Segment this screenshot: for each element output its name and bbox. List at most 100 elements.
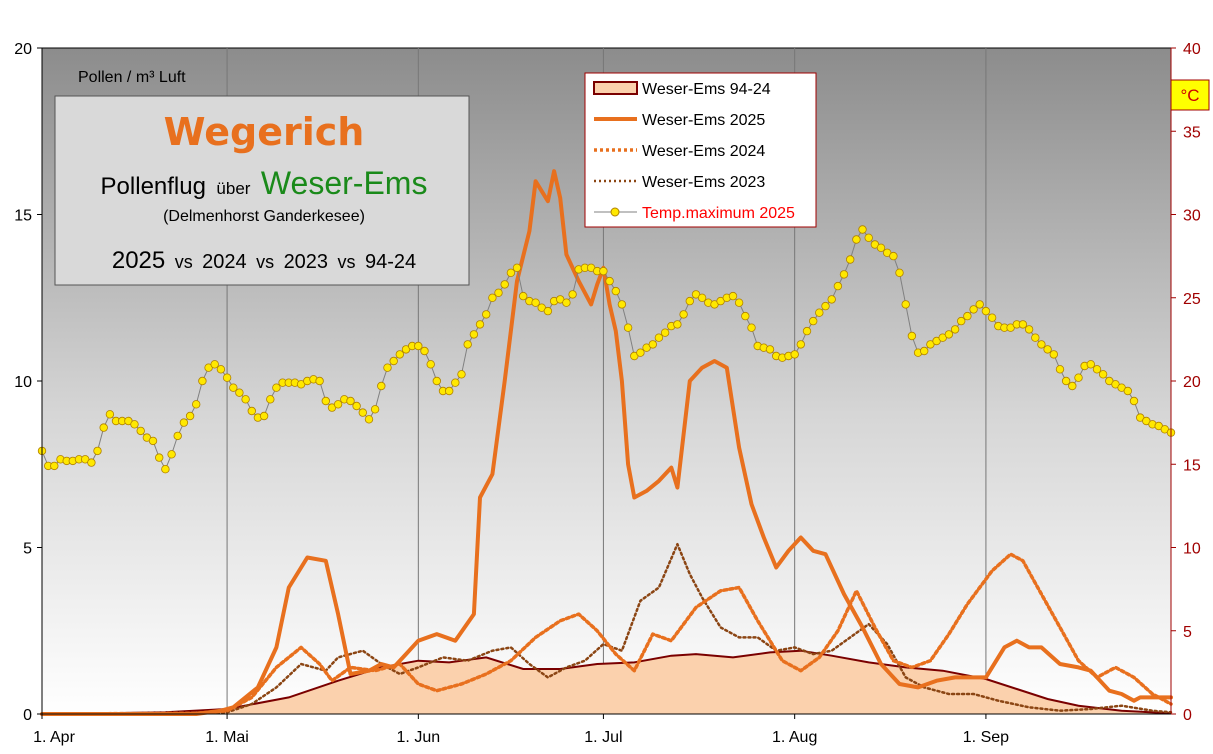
temp-point-148 [950, 325, 960, 334]
legend-item-2024: Weser-Ems 2024 [594, 143, 765, 160]
temp-point-68 [457, 370, 466, 379]
x-tick-label-2: 1. Jun [397, 729, 441, 746]
temp-point-57 [389, 356, 398, 366]
temp-point-164 [1049, 350, 1058, 359]
temp-point-38 [272, 383, 281, 392]
temp-point-141 [907, 331, 917, 341]
temp-point-127 [821, 301, 830, 311]
temp-point-162 [1037, 340, 1046, 349]
temp-point-78 [519, 291, 528, 301]
temp-point-53 [364, 415, 374, 424]
temp-point-15 [130, 420, 139, 429]
temp-point-93 [611, 286, 620, 296]
temp-point-46 [321, 396, 330, 406]
temp-point-130 [839, 270, 849, 279]
legend-label-avg: Weser-Ems 94-24 [642, 81, 771, 98]
celsius-label: °C [1180, 86, 1199, 105]
temp-point-66 [445, 386, 454, 396]
y2-tick-label-4: 20 [1183, 374, 1201, 391]
temp-point-140 [901, 300, 910, 309]
temp-point-112 [728, 291, 738, 301]
temp-point-139 [895, 268, 904, 277]
temp-point-123 [796, 340, 805, 349]
temp-point-28 [210, 360, 219, 369]
x-tick-label-3: 1. Jul [584, 729, 622, 746]
subtitle-pollenflug: Pollenflug [101, 173, 206, 200]
temp-point-23 [179, 418, 189, 427]
temp-point-56 [383, 363, 392, 372]
temp-point-11 [105, 410, 115, 419]
subtitle-region: Weser-Ems [261, 165, 428, 201]
series-avg-area [42, 650, 1171, 714]
subtitle-ueber: über [216, 179, 250, 198]
legend: Weser-Ems 94-24 Weser-Ems 2025 Weser-Ems… [584, 72, 817, 228]
series-2023-line [40, 542, 1173, 716]
temp-point-133 [858, 225, 867, 234]
temp-point-167 [1068, 381, 1077, 391]
temp-point-153 [981, 306, 991, 316]
cmp-vs-3: vs [338, 252, 356, 272]
legend-item-temp: Temp.maximum 2025 [594, 205, 795, 222]
temp-point-77 [512, 263, 522, 272]
temp-point-63 [426, 360, 435, 369]
temp-point-154 [987, 313, 997, 322]
temp-point-82 [543, 306, 553, 316]
temp-point-31 [229, 383, 238, 392]
temp-point-147 [944, 330, 954, 339]
temp-point-103 [673, 320, 682, 329]
temp-point-33 [241, 395, 250, 404]
y2-tick-label-6: 30 [1183, 208, 1201, 225]
temp-point-105 [685, 296, 694, 306]
chart-title: Wegerich [164, 110, 365, 154]
temp-point-161 [1031, 333, 1040, 342]
celsius-badge: °C [1170, 79, 1210, 111]
temp-point-71 [475, 320, 485, 329]
temp-point-177 [1129, 396, 1139, 406]
temp-point-70 [469, 330, 479, 339]
y2-tick-label-7: 35 [1183, 124, 1201, 141]
temp-point-72 [482, 310, 491, 319]
temp-point-75 [500, 280, 509, 289]
temp-point-52 [358, 408, 367, 417]
temp-point-125 [809, 316, 818, 326]
temp-point-115 [747, 323, 756, 332]
temp-point-136 [876, 243, 886, 252]
temp-point-107 [697, 293, 707, 302]
temp-point-58 [395, 350, 404, 359]
y-tick-label-2: 10 [14, 374, 32, 391]
series-temp-line [41, 228, 1172, 471]
temp-point-32 [235, 388, 244, 397]
legend-label-temp: Temp.maximum 2025 [642, 205, 795, 222]
temp-point-134 [864, 233, 873, 242]
x-tick-label-4: 1. Aug [772, 729, 817, 746]
series-2025-line [40, 169, 1173, 716]
temp-point-118 [765, 345, 775, 354]
temp-point-2 [50, 461, 59, 471]
y2-tick-label-2: 10 [1183, 541, 1201, 558]
legend-label-2023: Weser-Ems 2023 [642, 174, 765, 191]
y2-tick-label-3: 15 [1183, 457, 1201, 474]
y-tick-label-4: 20 [14, 41, 32, 58]
temp-point-21 [167, 450, 176, 459]
cmp-94-24: 94-24 [365, 251, 416, 273]
temp-point-76 [506, 268, 516, 277]
temp-point-64 [432, 376, 441, 386]
temp-point-129 [833, 281, 843, 291]
temp-point-29 [216, 365, 226, 374]
temp-point-80 [531, 298, 540, 307]
temp-point-25 [191, 400, 201, 409]
temp-point-160 [1024, 325, 1034, 334]
temp-point-128 [827, 295, 836, 304]
legend-label-2024: Weser-Ems 2024 [642, 143, 765, 160]
temp-point-100 [654, 333, 664, 342]
temp-point-51 [352, 401, 361, 411]
temp-point-159 [1018, 320, 1028, 329]
temp-point-104 [679, 310, 688, 319]
cmp-vs-1: vs [175, 252, 193, 272]
temp-point-69 [463, 340, 472, 349]
temp-point-19 [154, 453, 164, 462]
temp-point-85 [562, 298, 571, 307]
comparison-line: 2025 vs 2024 vs 2023 vs 94-24 [112, 247, 416, 274]
